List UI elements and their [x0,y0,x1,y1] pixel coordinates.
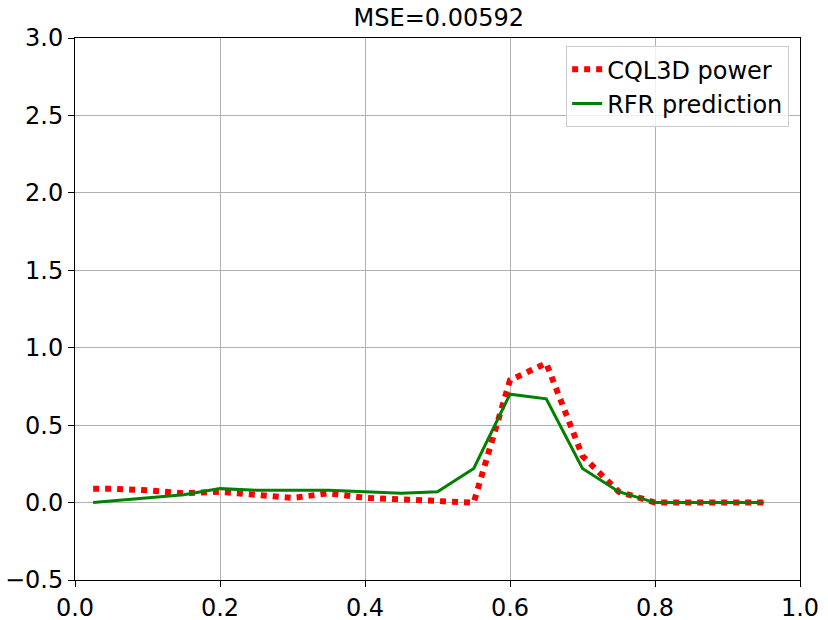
svg-text:MSE=0.00592: MSE=0.00592 [354,4,524,32]
svg-text:RFR prediction: RFR prediction [607,91,782,119]
svg-text:0.0: 0.0 [56,594,94,620]
svg-text:0.0: 0.0 [25,489,63,517]
svg-text:3.0: 3.0 [25,24,63,52]
svg-text:1.0: 1.0 [25,334,63,362]
svg-text:CQL3D power: CQL3D power [607,57,772,85]
svg-text:0.8: 0.8 [636,594,674,620]
svg-text:2.0: 2.0 [25,179,63,207]
svg-text:0.4: 0.4 [346,594,384,620]
svg-text:2.5: 2.5 [25,102,63,130]
svg-text:0.2: 0.2 [201,594,239,620]
svg-text:0.6: 0.6 [491,594,529,620]
svg-text:1.5: 1.5 [25,257,63,285]
svg-text:1.0: 1.0 [781,594,819,620]
svg-text:−0.5: −0.5 [5,566,63,594]
svg-text:0.5: 0.5 [25,412,63,440]
